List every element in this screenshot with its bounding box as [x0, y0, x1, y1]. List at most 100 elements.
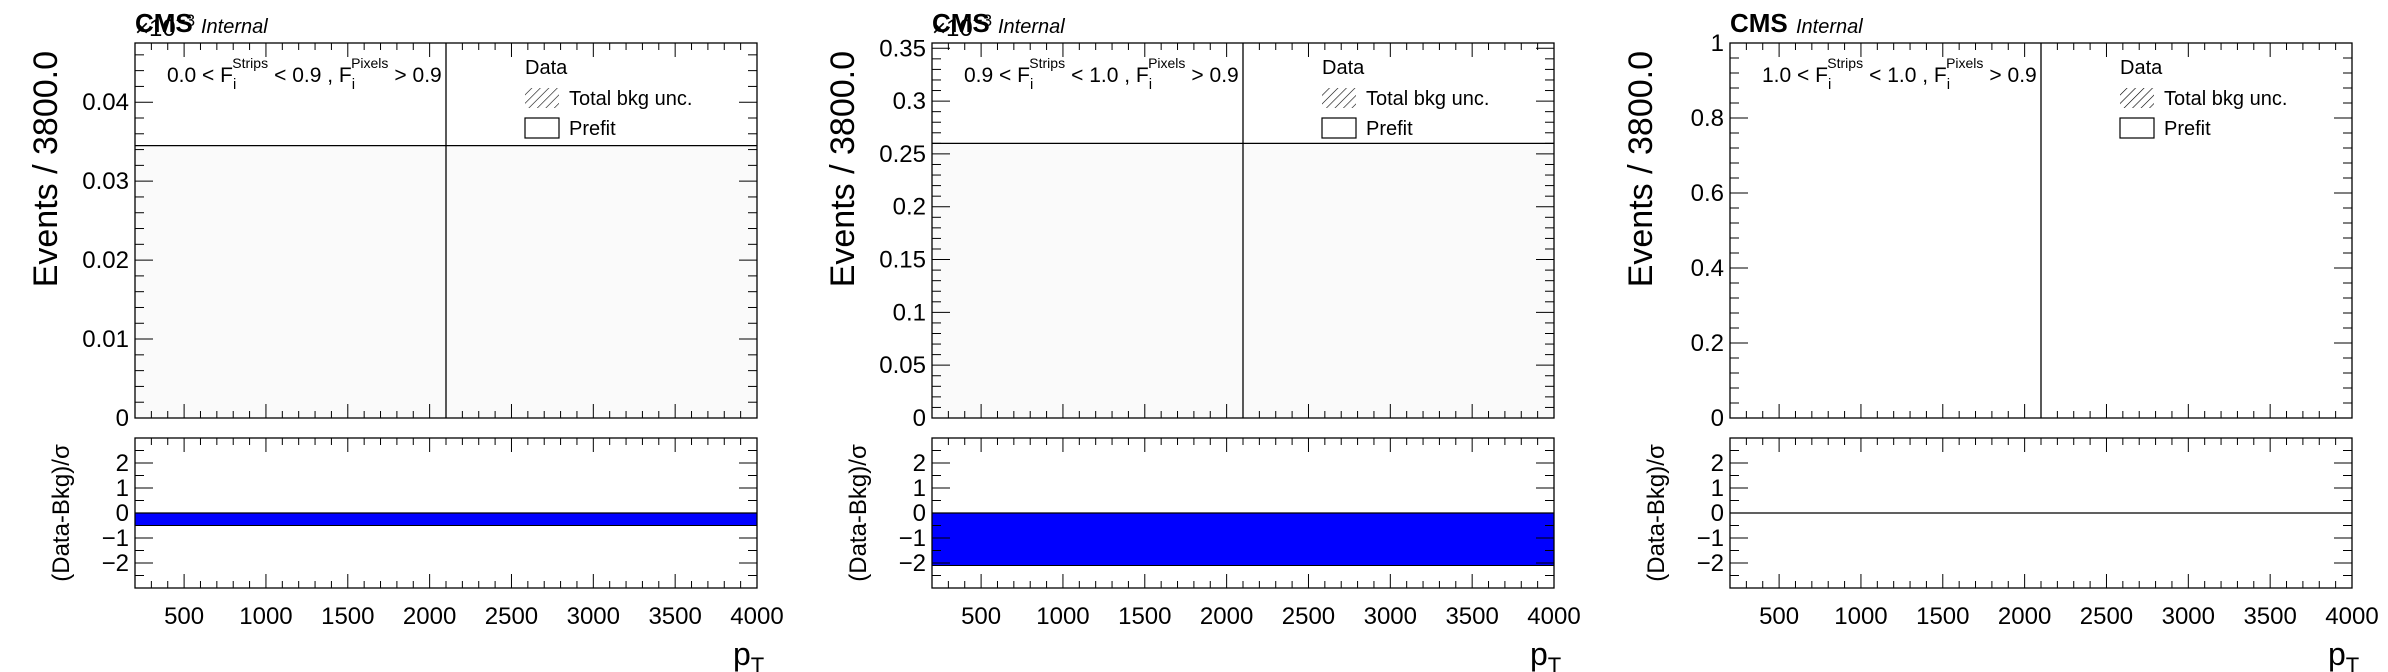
legend-prefit-swatch: [524, 117, 560, 139]
region-label-b-sub: i: [1947, 76, 1950, 93]
region-label-a-sub: i: [1828, 76, 1831, 93]
cms-sublabel: Internal: [1796, 16, 1863, 38]
y-tick-label: 0.05: [879, 352, 926, 379]
ratio-y-tick-label: −2: [899, 550, 926, 577]
y-tick-label: 1: [1711, 30, 1724, 57]
x-tick-label: 1500: [1916, 603, 1969, 630]
x-axis-label-sub: T: [2346, 653, 2359, 672]
ratio-y-axis-label: (Data-Bkg)/σ: [1643, 444, 1670, 582]
x-axis-label: pT: [733, 636, 764, 672]
y-tick-label: 0.01: [82, 326, 129, 353]
x-tick-label: 3500: [1445, 603, 1498, 630]
y-axis-label: Events / 3800.0: [1622, 51, 1660, 287]
region-label: 0.9 < FiStrips< 1.0 , FiPixels> 0.9: [964, 55, 1239, 93]
x-tick-label: 500: [961, 603, 1001, 630]
legend-prefit-label: Prefit: [569, 118, 616, 140]
x-tick-label: 2000: [1998, 603, 2051, 630]
region-label-b-sub: i: [1149, 76, 1152, 93]
ratio-y-axis-label: (Data-Bkg)/σ: [845, 444, 872, 582]
x-tick-label: 2500: [2080, 603, 2133, 630]
cms-label: CMS: [1730, 8, 1788, 38]
x-tick-label: 2000: [403, 603, 456, 630]
y-axis-label: Events / 3800.0: [27, 51, 65, 287]
legend-prefit-swatch: [2119, 117, 2155, 139]
ratio-y-tick-label: 1: [116, 475, 129, 502]
x-axis-label-main: p: [1530, 636, 1548, 672]
legend-unc-label: Total bkg unc.: [569, 88, 692, 110]
y-tick-label: 0.15: [879, 247, 926, 274]
x-tick-label: 2500: [485, 603, 538, 630]
x-tick-label: 3500: [2243, 603, 2296, 630]
legend-prefit-label: Prefit: [1366, 118, 1413, 140]
x-tick-label: 1000: [239, 603, 292, 630]
x-tick-label: 4000: [2325, 603, 2378, 630]
y-tick-label: 0.3: [893, 88, 926, 115]
cms-sublabel: Internal: [201, 16, 268, 38]
y-tick-label: 0.2: [1691, 330, 1724, 357]
region-label: 0.0 < FiStrips< 0.9 , FiPixels> 0.9: [167, 55, 442, 93]
axis-multiplier: ×10−3: [135, 11, 195, 42]
x-tick-label: 3000: [1364, 603, 1417, 630]
y-tick-label: 0.02: [82, 247, 129, 274]
y-tick-label: 0.6: [1691, 180, 1724, 207]
region-label-a-sup: Strips: [1827, 55, 1863, 71]
y-tick-label: 0.25: [879, 141, 926, 168]
y-tick-label: 0.35: [879, 35, 926, 62]
ratio-y-tick-label: −1: [1697, 525, 1724, 552]
ratio-y-tick-label: 1: [913, 475, 926, 502]
y-axis-label: Events / 3800.0: [824, 51, 862, 287]
ratio-y-tick-label: −1: [102, 525, 129, 552]
ratio-y-axis-label: (Data-Bkg)/σ: [48, 444, 75, 582]
region-label-a: 0.0 < F: [167, 64, 233, 87]
x-tick-label: 4000: [1527, 603, 1580, 630]
region-label-c: > 0.9: [394, 64, 441, 87]
x-axis-label-sub: T: [751, 653, 764, 672]
legend-data-label: Data: [525, 57, 568, 79]
x-tick-label: 500: [1759, 603, 1799, 630]
region-label-b: < 0.9 , F: [274, 64, 352, 87]
y-tick-label: 0.1: [893, 299, 926, 326]
legend-hatch-swatch: [525, 88, 559, 108]
ratio-band: [134, 512, 758, 526]
cms-sublabel: Internal: [998, 16, 1065, 38]
multiplier-exponent: −3: [973, 11, 992, 30]
x-tick-label: 4000: [730, 603, 783, 630]
x-tick-label: 1500: [1118, 603, 1171, 630]
x-tick-label: 3000: [567, 603, 620, 630]
x-tick-label: 500: [164, 603, 204, 630]
region-label-c: > 0.9: [1191, 64, 1238, 87]
ratio-y-tick-label: 0: [913, 500, 926, 527]
legend-unc-label: Total bkg unc.: [1366, 88, 1489, 110]
region-label-a-sub: i: [233, 76, 236, 93]
y-tick-label: 0.4: [1691, 255, 1724, 282]
region-label: 1.0 < FiStrips< 1.0 , FiPixels> 0.9: [1762, 55, 2037, 93]
x-axis-label-main: p: [2328, 636, 2346, 672]
region-label-a: 0.9 < F: [964, 64, 1030, 87]
legend-hatch-swatch: [2120, 88, 2154, 108]
legend-unc-label: Total bkg unc.: [2164, 88, 2287, 110]
ratio-y-tick-label: 1: [1711, 475, 1724, 502]
x-tick-label: 1000: [1834, 603, 1887, 630]
region-label-b: < 1.0 , F: [1869, 64, 1947, 87]
x-tick-label: 1500: [321, 603, 374, 630]
x-axis-label: pT: [1530, 636, 1561, 672]
y-tick-label: 0: [116, 405, 129, 432]
ratio-y-tick-label: 2: [913, 450, 926, 477]
region-label-a-sup: Strips: [1029, 55, 1065, 71]
region-label-b-sub: i: [352, 76, 355, 93]
y-tick-label: 0.03: [82, 168, 129, 195]
x-tick-label: 1000: [1036, 603, 1089, 630]
axis-multiplier: ×10−3: [932, 11, 992, 42]
region-label-b-sup: Pixels: [1148, 55, 1185, 71]
legend-prefit-swatch: [1321, 117, 1357, 139]
x-tick-label: 3500: [648, 603, 701, 630]
legend-data-label: Data: [1322, 57, 1365, 79]
ratio-y-tick-label: 2: [1711, 450, 1724, 477]
ratio-band: [931, 512, 1555, 566]
multiplier-base: ×10: [932, 15, 973, 42]
region-label-b-sup: Pixels: [351, 55, 388, 71]
x-tick-label: 3000: [2162, 603, 2215, 630]
y-tick-label: 0.8: [1691, 105, 1724, 132]
